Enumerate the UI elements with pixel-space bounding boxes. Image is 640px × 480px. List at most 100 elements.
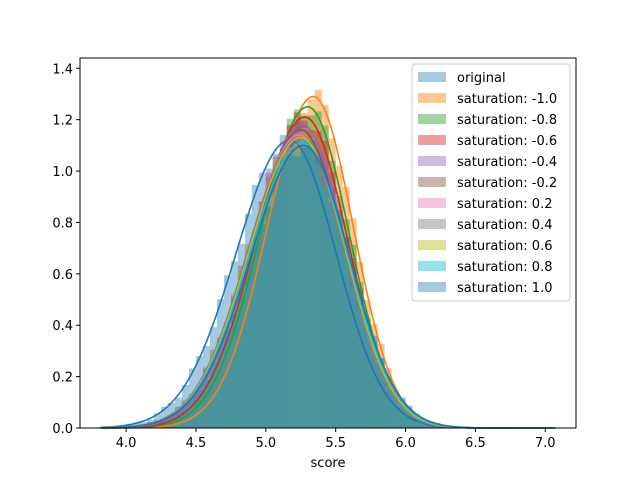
legend-label: saturation: 0.6 bbox=[457, 239, 552, 254]
y-tick-label: 1.2 bbox=[52, 114, 73, 129]
x-tick-label: 7.0 bbox=[535, 436, 556, 451]
hist-bar bbox=[279, 152, 287, 428]
hist-bar bbox=[300, 147, 308, 429]
hist-bar bbox=[272, 166, 280, 429]
hist-bar bbox=[209, 356, 217, 428]
hist-bar bbox=[419, 420, 427, 428]
legend-label: original bbox=[457, 71, 506, 86]
hist-bar bbox=[433, 425, 441, 428]
hist-bar bbox=[279, 153, 287, 428]
hist-bar bbox=[356, 306, 364, 428]
hist-bar bbox=[321, 140, 329, 428]
hist-bar bbox=[384, 383, 392, 428]
hist-bar bbox=[349, 285, 357, 428]
hist-bar bbox=[398, 399, 406, 428]
hist-bar bbox=[216, 384, 224, 428]
hist-bar bbox=[342, 252, 350, 428]
hist-bar bbox=[216, 361, 224, 428]
hist-bar bbox=[363, 323, 371, 428]
hist-bar bbox=[244, 213, 252, 428]
hist-bar bbox=[370, 353, 378, 428]
hist-bar bbox=[377, 370, 385, 428]
hist-bar bbox=[377, 358, 385, 428]
hist-bar bbox=[286, 118, 294, 428]
hist-bar bbox=[293, 156, 301, 429]
hist-bar bbox=[223, 322, 231, 428]
hist-bar bbox=[209, 361, 217, 428]
hist-bar bbox=[251, 234, 259, 428]
y-axis: 0.0 0.2 0.4 0.6 0.8 1.0 1.2 1.4 bbox=[52, 62, 80, 437]
hist-bar bbox=[251, 234, 259, 428]
hist-bar bbox=[272, 153, 280, 428]
legend-swatch bbox=[418, 135, 446, 145]
hist-bar bbox=[314, 89, 322, 428]
hist-bar bbox=[412, 417, 420, 428]
hist-bar bbox=[230, 293, 238, 428]
hist-bar bbox=[398, 407, 406, 428]
hist-bar bbox=[195, 394, 203, 428]
hist-bar bbox=[300, 123, 308, 428]
hist-bar bbox=[307, 139, 315, 428]
hist-bar bbox=[209, 352, 217, 428]
hist-bar bbox=[328, 197, 336, 428]
legend-label: saturation: 1.0 bbox=[457, 281, 552, 296]
hist-bar bbox=[370, 335, 378, 428]
legend-swatch bbox=[418, 177, 446, 187]
hist-bar bbox=[258, 216, 266, 428]
hist-bar bbox=[342, 284, 350, 428]
hist-bar bbox=[300, 130, 308, 428]
hist-bar bbox=[335, 166, 343, 428]
hist-bar bbox=[293, 143, 301, 429]
legend-swatch bbox=[418, 282, 446, 292]
hist-bar bbox=[405, 415, 413, 428]
hist-bar bbox=[300, 120, 308, 428]
legend-label: saturation: 0.4 bbox=[457, 218, 552, 233]
hist-bar bbox=[314, 160, 322, 428]
hist-bar bbox=[321, 181, 329, 428]
hist-bar bbox=[216, 337, 224, 428]
hist-bar bbox=[391, 394, 399, 428]
hist-bar bbox=[209, 349, 217, 428]
hist-bar bbox=[168, 414, 176, 428]
hist-bar bbox=[321, 156, 329, 429]
hist-bar bbox=[419, 420, 427, 428]
hist-bar bbox=[363, 299, 371, 428]
hist-bar bbox=[356, 262, 364, 428]
legend-swatch bbox=[418, 156, 446, 166]
hist-bar bbox=[363, 318, 371, 428]
hist-bar bbox=[300, 131, 308, 428]
hist-bar bbox=[244, 255, 252, 428]
hist-bar bbox=[314, 131, 322, 428]
hist-bar bbox=[314, 111, 322, 428]
hist-bar bbox=[342, 237, 350, 428]
hist-bar bbox=[342, 261, 350, 428]
hist-bar bbox=[363, 328, 371, 428]
legend-swatch bbox=[418, 198, 446, 208]
hist-bar bbox=[216, 352, 224, 428]
hist-bar bbox=[342, 219, 350, 428]
hist-bar bbox=[356, 307, 364, 428]
hist-bar bbox=[195, 388, 203, 428]
hist-bar bbox=[237, 243, 245, 428]
legend-swatch bbox=[418, 240, 446, 250]
hist-bar bbox=[419, 420, 427, 428]
histogram-11 bbox=[119, 140, 448, 429]
hist-bar bbox=[363, 329, 371, 428]
hist-bar bbox=[377, 373, 385, 428]
hist-bar bbox=[293, 116, 301, 428]
hist-bar bbox=[202, 376, 210, 428]
hist-bar bbox=[307, 144, 315, 428]
histogram-3 bbox=[154, 109, 455, 429]
hist-bar bbox=[307, 99, 315, 428]
hist-bar bbox=[181, 385, 189, 428]
hist-bar bbox=[321, 185, 329, 428]
hist-bar bbox=[433, 426, 441, 428]
hist-bar bbox=[384, 376, 392, 428]
hist-bar bbox=[209, 386, 217, 428]
hist-bar bbox=[405, 411, 413, 428]
hist-bar bbox=[419, 420, 427, 428]
hist-bar bbox=[272, 159, 280, 428]
hist-bar bbox=[251, 232, 259, 428]
hist-bar bbox=[419, 420, 427, 428]
hist-bar bbox=[168, 424, 176, 428]
